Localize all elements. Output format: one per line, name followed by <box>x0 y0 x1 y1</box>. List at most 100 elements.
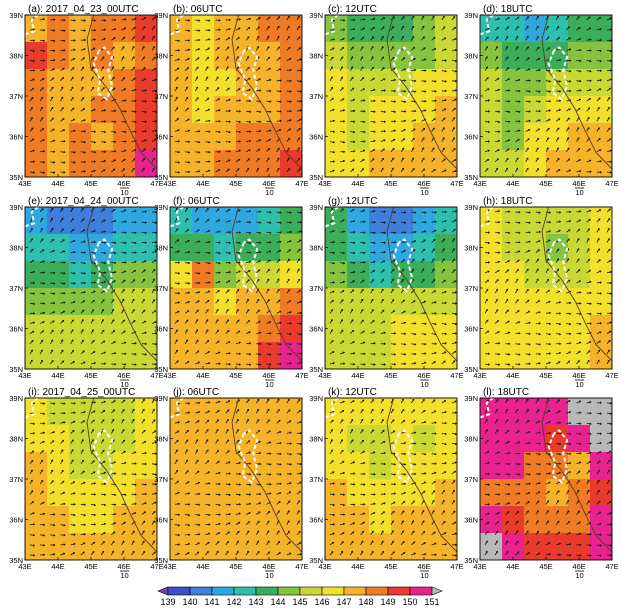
field-cell <box>325 207 348 235</box>
lat-tick-label: 36N <box>9 516 23 525</box>
field-cell <box>325 479 348 507</box>
field-cell <box>568 479 591 507</box>
wind-vector <box>70 514 76 516</box>
field-cell <box>170 288 193 316</box>
wind-vector <box>174 349 178 355</box>
wind-vector <box>215 281 221 284</box>
field-cell <box>325 123 348 151</box>
colorbar-swatch <box>321 586 345 596</box>
wind-vector <box>576 117 580 122</box>
field-cell <box>413 15 436 43</box>
wind-vector <box>586 148 591 153</box>
field-cell <box>480 15 503 43</box>
wind-vector <box>505 473 510 476</box>
wind-vector <box>431 453 437 455</box>
wind-vector <box>525 120 531 122</box>
wind-vector <box>205 503 211 506</box>
wind-vector <box>515 79 520 82</box>
field-cell <box>280 123 302 151</box>
wind-vector <box>111 252 116 254</box>
wind-vector <box>515 463 521 465</box>
field-cell <box>25 261 48 289</box>
wind-vector <box>255 530 260 535</box>
wind-vector <box>296 542 302 546</box>
wind-vector <box>39 330 44 334</box>
wind-vector <box>39 339 44 344</box>
wind-vector <box>535 249 540 253</box>
wind-vector <box>535 343 541 345</box>
field-cell <box>170 207 193 235</box>
field-cell <box>47 69 70 97</box>
wind-vector <box>235 221 241 223</box>
wind-vector <box>431 531 436 536</box>
wind-vector <box>329 120 335 122</box>
wind-vector <box>576 89 582 92</box>
wind-vector <box>380 26 385 31</box>
wind-vector <box>596 127 600 132</box>
wind-vector <box>245 149 251 153</box>
wind-vector <box>329 541 334 546</box>
region-outline <box>237 429 259 484</box>
field-cell <box>347 452 370 480</box>
wind-vector <box>401 129 406 132</box>
wind-vector <box>121 309 125 314</box>
wind-vector <box>131 299 135 304</box>
wind-vector <box>131 18 137 21</box>
wind-vector <box>596 442 602 444</box>
wind-vector <box>401 211 406 214</box>
wind-vector <box>296 168 301 173</box>
wind-vector <box>50 250 55 253</box>
wind-vector <box>184 107 189 112</box>
panel-label: (c): 12UTC <box>328 4 377 15</box>
wind-vector <box>431 258 435 263</box>
wind-vector <box>606 218 610 223</box>
lon-tick-label: 44E <box>506 562 519 571</box>
wind-vector <box>380 511 385 515</box>
wind-vector <box>596 138 601 142</box>
wind-vector <box>205 19 211 22</box>
wind-vector <box>60 329 64 334</box>
wind-vector <box>205 340 209 345</box>
wind-vector <box>215 523 221 525</box>
field-cell <box>524 342 547 369</box>
wind-vector <box>400 310 406 314</box>
wind-vector <box>390 343 396 345</box>
wind-vector <box>235 419 239 424</box>
wind-vector <box>576 400 581 404</box>
wind-vector <box>70 350 74 355</box>
field-cell <box>135 398 157 426</box>
lat-tick-label: 35N <box>464 365 478 374</box>
field-cell <box>113 425 136 453</box>
wind-vector <box>525 520 529 525</box>
wind-vector <box>606 228 610 233</box>
wind-vector <box>380 551 384 556</box>
wind-vector <box>586 312 592 315</box>
wind-vector <box>411 333 416 335</box>
wind-vector <box>441 127 445 132</box>
wind-vector <box>141 452 147 455</box>
wind-vector <box>101 401 106 404</box>
wind-vector <box>245 299 249 304</box>
wind-vector <box>606 479 610 485</box>
wind-vector <box>276 409 280 414</box>
wind-vector <box>131 66 135 71</box>
wind-vector <box>556 542 561 546</box>
wind-vector <box>484 451 490 455</box>
wind-vector <box>525 353 531 355</box>
wind-vector <box>246 331 251 334</box>
wind-vector <box>484 462 490 465</box>
field-cell <box>524 15 547 43</box>
wind-vector <box>451 533 457 536</box>
wind-vector <box>90 532 96 536</box>
wind-vector <box>90 141 96 143</box>
field-cell <box>413 42 436 70</box>
wind-vector <box>606 450 611 454</box>
wind-vector <box>90 108 96 112</box>
wind-vector <box>235 242 241 244</box>
wind-vector <box>195 482 200 485</box>
wind-vector <box>111 531 116 536</box>
wind-vector <box>400 26 404 31</box>
wind-vector <box>339 76 343 82</box>
wind-vector <box>286 58 291 61</box>
wind-vector <box>174 58 180 61</box>
